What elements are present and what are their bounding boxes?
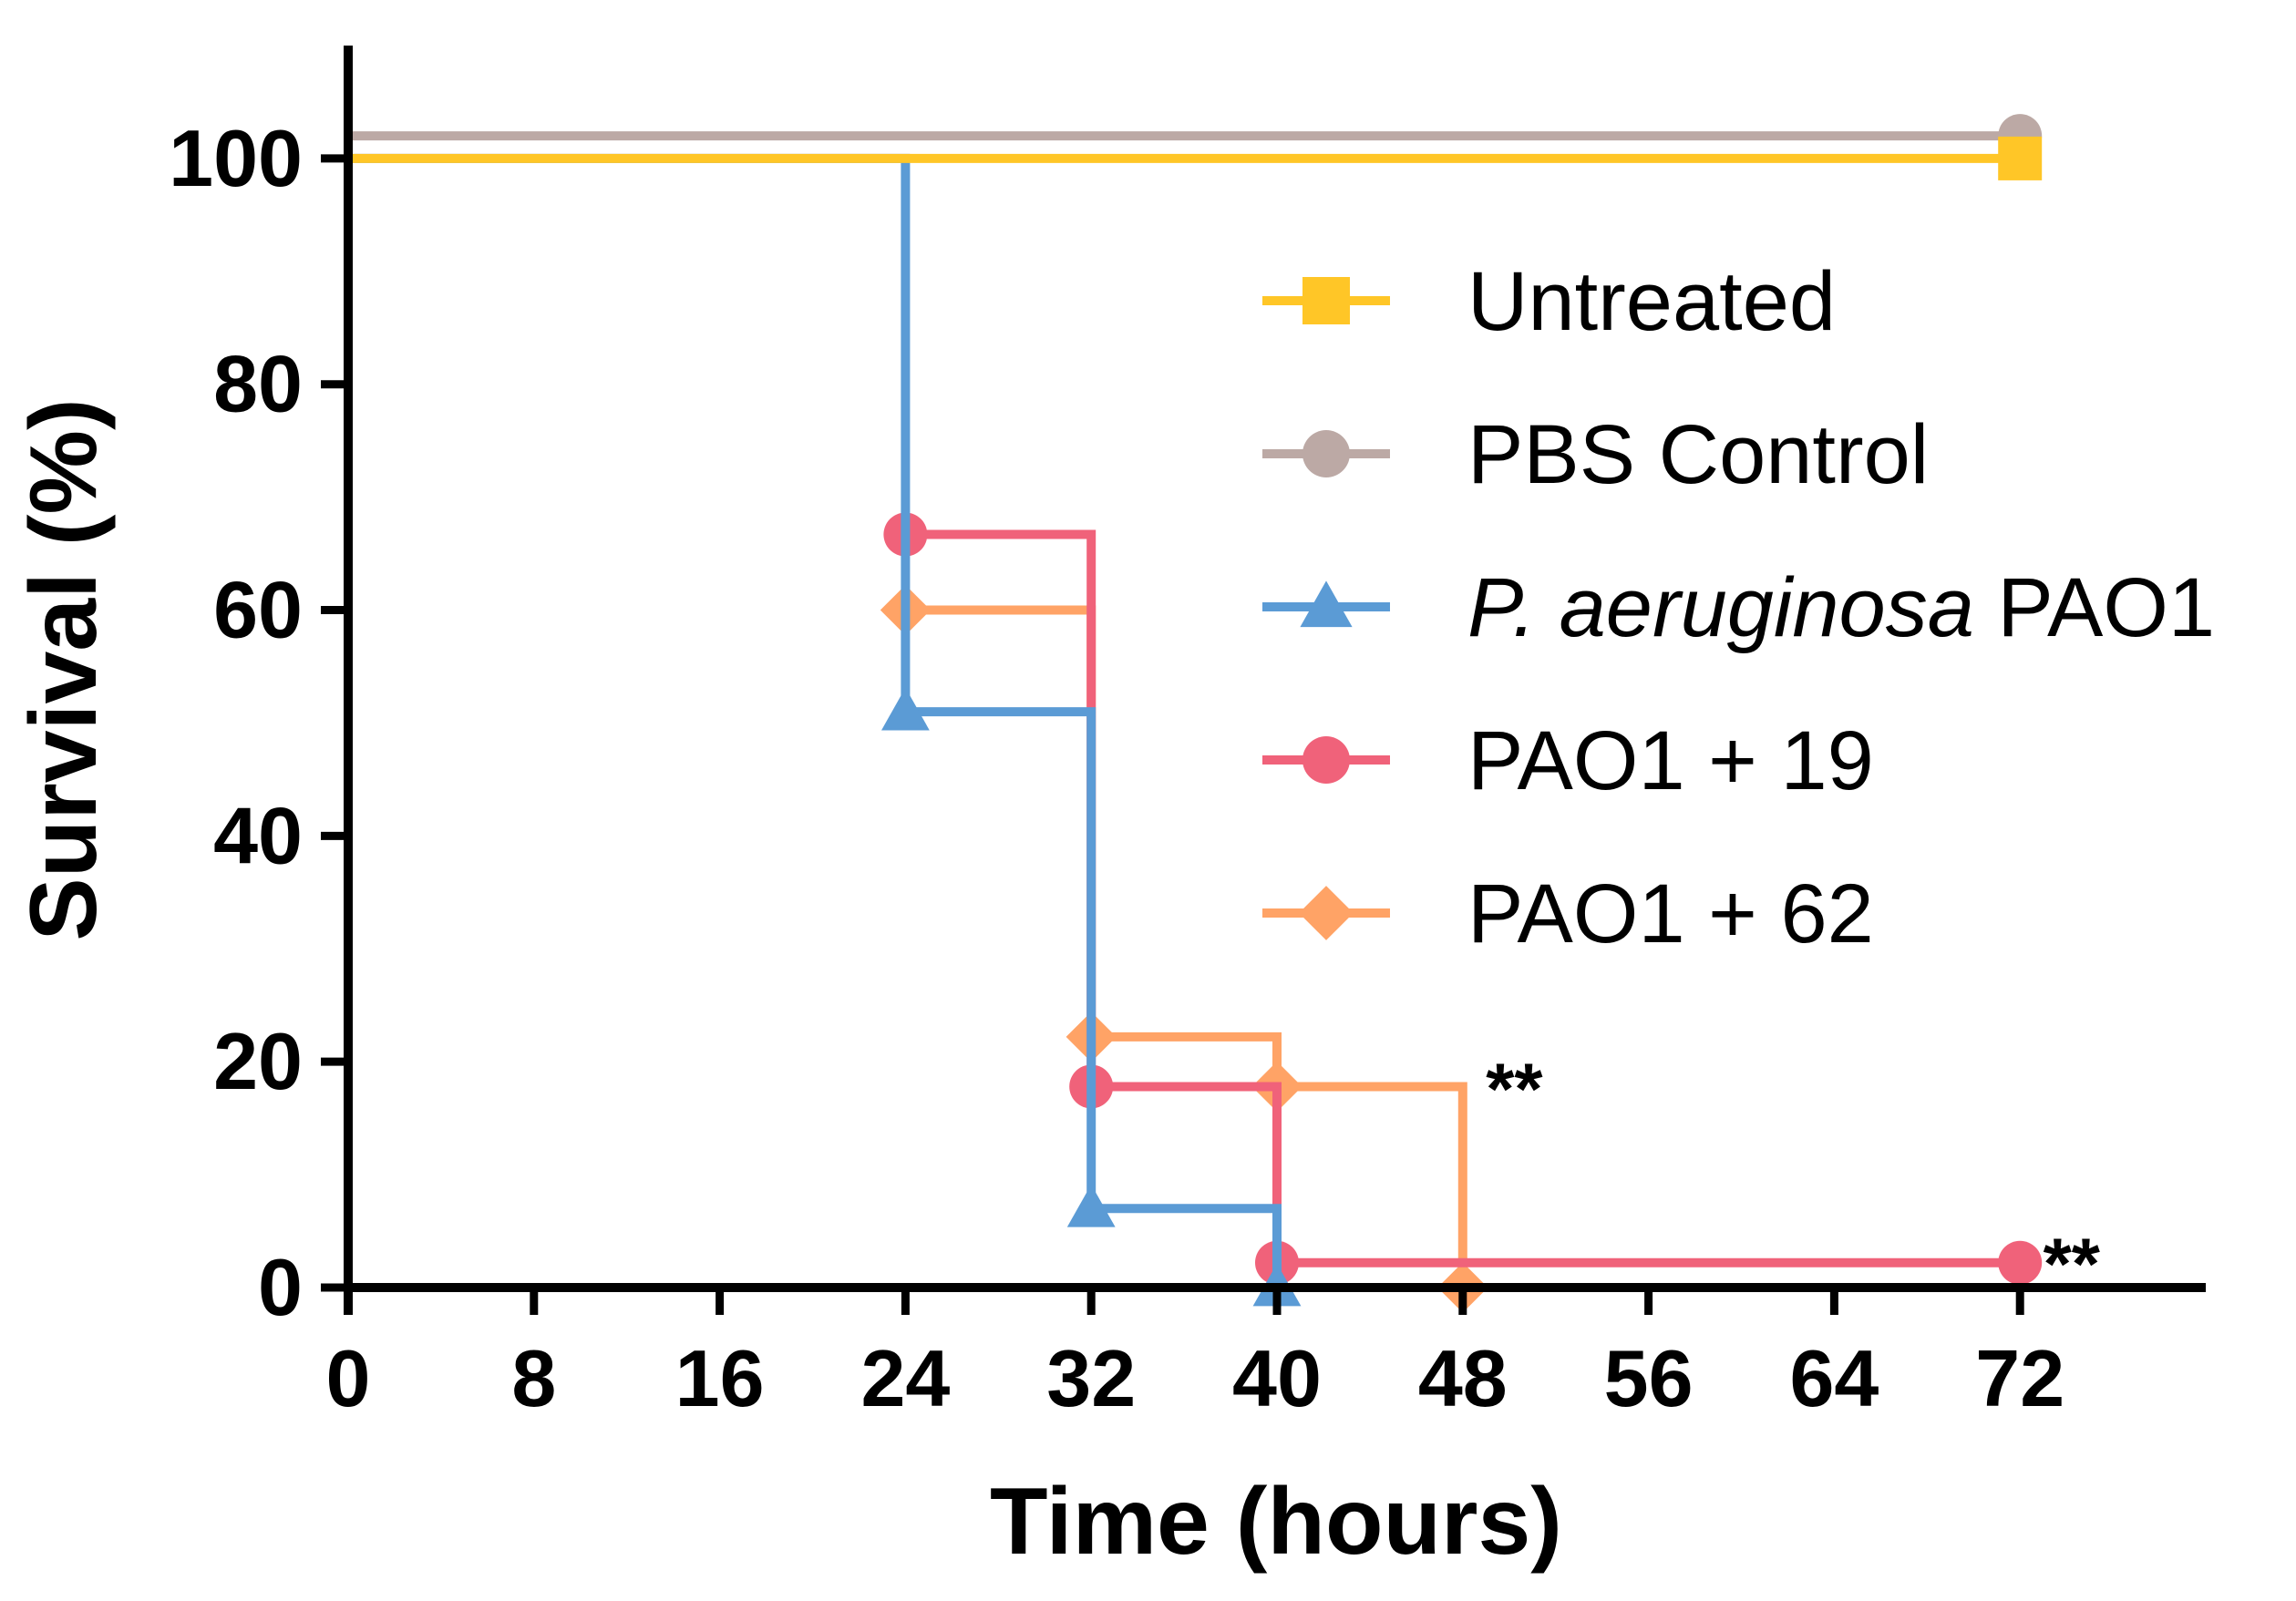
legend-item: Untreated [1262,255,1836,348]
series-line [905,529,2021,1267]
series-line [348,153,1282,1288]
legend-label: P. aeruginosa PAO1 [1467,561,2215,654]
series-5 [880,584,1488,1313]
series-3 [348,153,1302,1307]
series-layer [348,114,2043,1313]
data-point [1998,136,2043,180]
legend-label-italic: P. aeruginosa [1467,561,1974,654]
y-tick-label: 80 [213,339,303,429]
y-tick-label: 40 [213,790,303,880]
x-tick-label: 72 [1975,1333,2064,1423]
legend-swatch-marker [1302,277,1350,324]
legend-swatch-marker [1299,886,1354,940]
series-1 [348,136,2043,180]
series-2 [348,114,2043,159]
x-tick-label: 64 [1789,1333,1879,1423]
x-tick-label: 0 [326,1333,371,1423]
y-tick-label: 0 [258,1242,303,1332]
y-tick-label: 20 [213,1016,303,1106]
x-tick-label: 8 [511,1333,556,1423]
x-tick-label: 32 [1046,1333,1136,1423]
data-point [1998,1240,2043,1285]
x-tick-label: 16 [675,1333,765,1423]
legend-label: PAO1 + 62 [1467,867,1874,960]
legend-label: Untreated [1467,255,1836,348]
x-tick-label: 48 [1418,1333,1508,1423]
legend-label: PAO1 + 19 [1467,714,1874,807]
legend-item: PBS Control [1262,408,1929,501]
legend-item: PAO1 + 19 [1262,714,1874,807]
significance-annotation: ** [2044,1223,2101,1304]
axes-layer: 0 8 16 24 32 40 48 56 64 72 0 20 40 60 80 100 ** ** [169,46,2206,1423]
significance-annotation: ** [1486,1048,1543,1129]
y-tick-label: 60 [213,565,303,655]
x-axis-title: Time (hours) [990,1469,1562,1575]
x-tick-label: 56 [1604,1333,1694,1423]
data-point [881,687,930,731]
x-tick-label: 24 [860,1333,950,1423]
legend-item: PAO1 + 62 [1262,867,1874,960]
legend-label: PBS Control [1467,408,1929,501]
legend-label-rest: PAO1 [1974,561,2215,654]
data-point [1066,1184,1116,1227]
y-axis-title: Survival (%) [11,398,117,940]
legend-swatch-marker [1302,736,1350,784]
legend-swatch-marker [1302,430,1350,477]
y-tick-label: 100 [169,113,303,203]
legend-swatch-marker [1300,580,1353,628]
legend-item: P. aeruginosa PAO1 [1262,561,2215,654]
x-tick-label: 40 [1232,1333,1322,1423]
